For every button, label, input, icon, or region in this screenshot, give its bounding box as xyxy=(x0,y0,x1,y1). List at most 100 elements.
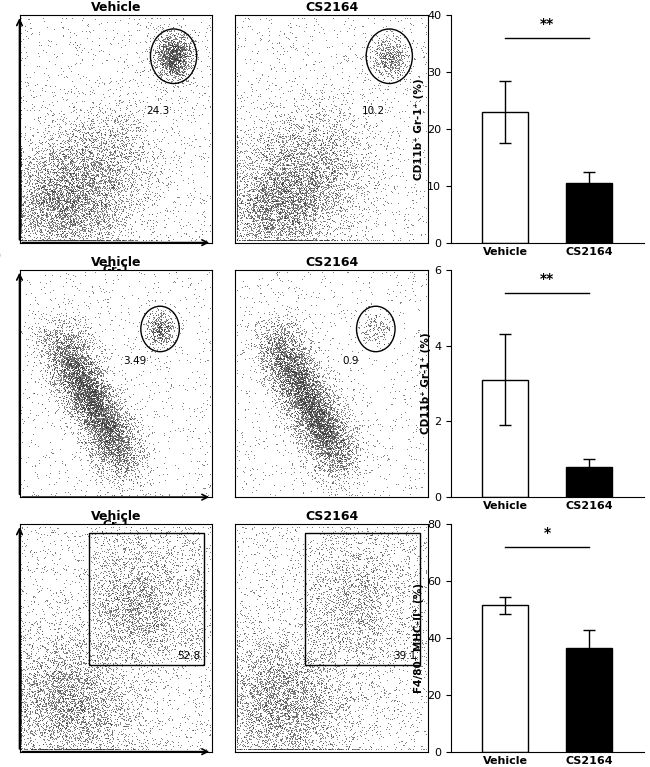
Point xyxy=(283,384,293,397)
Point xyxy=(29,672,39,684)
Point xyxy=(81,423,91,435)
Point xyxy=(303,588,313,600)
Point xyxy=(362,693,372,706)
Point xyxy=(380,219,390,232)
Point xyxy=(359,182,369,194)
Point xyxy=(248,689,258,701)
Point xyxy=(98,415,108,427)
Point xyxy=(55,681,66,693)
Point xyxy=(417,637,427,650)
Point xyxy=(322,355,333,367)
Point xyxy=(34,660,45,673)
Point xyxy=(315,723,325,735)
Point xyxy=(403,579,413,591)
Point xyxy=(168,44,178,56)
Point xyxy=(66,384,77,396)
Point xyxy=(75,692,85,704)
Point xyxy=(170,44,180,57)
Point xyxy=(116,430,126,443)
Point xyxy=(333,161,343,173)
Point xyxy=(391,522,401,535)
Point xyxy=(378,159,389,171)
Point xyxy=(273,605,283,617)
Point xyxy=(306,149,317,161)
Point xyxy=(70,135,80,147)
Point xyxy=(354,536,364,548)
Point xyxy=(251,173,261,185)
Point xyxy=(390,169,400,181)
Point xyxy=(193,584,203,596)
Point xyxy=(313,387,324,400)
Point xyxy=(51,739,62,752)
Point xyxy=(86,185,97,197)
Point xyxy=(315,595,326,607)
Point xyxy=(292,673,302,686)
Point xyxy=(53,125,63,137)
Point xyxy=(88,357,99,370)
Point xyxy=(164,38,174,51)
Point xyxy=(311,379,321,391)
Point xyxy=(81,396,91,408)
Point xyxy=(64,578,75,590)
Point xyxy=(168,320,178,332)
Point xyxy=(103,550,114,562)
Point xyxy=(369,637,380,649)
Point xyxy=(232,710,242,723)
Point xyxy=(279,743,289,755)
Point xyxy=(83,407,94,419)
Point xyxy=(93,430,103,442)
Point xyxy=(132,653,142,666)
Point xyxy=(349,585,359,597)
Point xyxy=(166,44,176,56)
Point xyxy=(372,323,383,335)
Point xyxy=(242,634,252,647)
Point xyxy=(126,120,136,133)
Point xyxy=(99,616,110,628)
Point xyxy=(141,607,151,620)
Point xyxy=(174,191,184,203)
Point xyxy=(124,183,135,195)
Point xyxy=(99,234,110,246)
Point xyxy=(84,374,94,387)
Point xyxy=(72,379,82,391)
Point xyxy=(326,447,337,459)
Point xyxy=(283,178,294,190)
Point xyxy=(298,660,309,672)
Point xyxy=(165,58,176,71)
Point xyxy=(280,150,290,162)
Point xyxy=(55,212,65,224)
Point xyxy=(168,232,178,245)
Point xyxy=(91,380,101,393)
Point xyxy=(82,528,92,540)
Point xyxy=(84,379,94,391)
Point xyxy=(306,172,317,184)
Point xyxy=(345,574,356,586)
Point xyxy=(255,690,265,702)
Point xyxy=(72,711,83,723)
Point xyxy=(289,359,300,371)
Point xyxy=(387,186,398,198)
Point xyxy=(51,176,62,188)
Point xyxy=(296,358,306,370)
Point xyxy=(107,424,117,436)
Point xyxy=(62,726,72,739)
Point xyxy=(237,601,248,613)
Point xyxy=(289,176,299,189)
Point xyxy=(382,83,393,95)
Point xyxy=(288,397,298,409)
Point xyxy=(302,351,312,363)
Point xyxy=(90,460,100,472)
Point xyxy=(352,426,362,438)
Point xyxy=(16,722,27,734)
Point xyxy=(187,624,197,637)
Point xyxy=(280,185,290,197)
Point xyxy=(343,452,353,464)
Point xyxy=(105,685,116,697)
Point xyxy=(242,219,253,231)
Point xyxy=(40,680,50,692)
Point xyxy=(333,132,344,144)
Point xyxy=(157,61,168,73)
Point xyxy=(23,670,33,683)
Point xyxy=(335,119,345,131)
Point xyxy=(280,222,290,235)
